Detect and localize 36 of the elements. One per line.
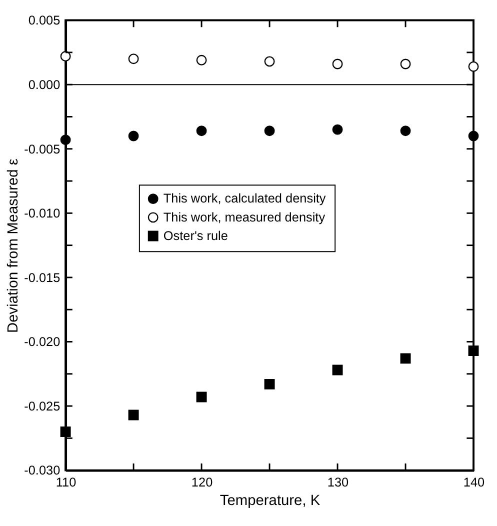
- point: [468, 346, 479, 356]
- point: [400, 353, 411, 364]
- legend-label: This work, calculated density: [163, 190, 326, 206]
- point: [60, 51, 71, 62]
- y-tick-label: -0.005: [24, 141, 60, 156]
- legend-label: This work, measured density: [163, 209, 326, 224]
- point: [400, 58, 411, 70]
- y-tick-label: -0.010: [24, 206, 60, 221]
- y-tick-label: 0.000: [28, 76, 60, 92]
- y-tick-label: 0.005: [28, 12, 60, 28]
- point: [332, 58, 343, 70]
- point: [468, 130, 479, 142]
- x-axis-title: Temperature, K: [220, 493, 320, 510]
- point: [264, 378, 275, 390]
- point: [332, 124, 343, 135]
- x-tick-label: 140: [463, 474, 485, 490]
- legend-label: Oster's rule: [163, 228, 228, 243]
- point: [196, 54, 207, 66]
- point: [128, 54, 139, 64]
- y-axis-title: Deviation from Measured ε: [5, 158, 22, 333]
- point: [264, 56, 275, 67]
- y-tick-label: -0.020: [24, 334, 60, 350]
- point: [196, 392, 207, 402]
- x-tick-label: 120: [191, 474, 213, 490]
- x-tick-label: 130: [327, 474, 349, 490]
- point: [264, 126, 275, 136]
- point: [400, 126, 411, 136]
- point: [196, 126, 207, 136]
- y-tick-label: -0.015: [24, 270, 60, 285]
- point: [128, 410, 139, 420]
- point: [128, 130, 139, 142]
- point: [60, 134, 71, 146]
- y-tick-label: -0.025: [24, 398, 60, 414]
- point: [332, 364, 343, 376]
- point: [60, 426, 71, 437]
- point: [468, 61, 479, 72]
